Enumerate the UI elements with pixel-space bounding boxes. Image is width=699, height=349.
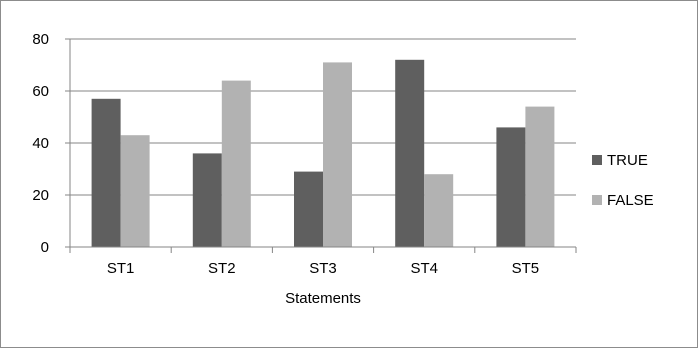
bar-false-st4: [424, 174, 454, 247]
bar-true-st3: [294, 171, 323, 247]
x-tick-label: ST1: [107, 260, 135, 277]
legend-label-true: TRUE: [607, 152, 648, 169]
y-tick-label: 40: [32, 135, 49, 152]
y-tick-label: 20: [32, 187, 49, 204]
bar-true-st4: [395, 59, 425, 247]
x-axis-title: Statements: [285, 290, 361, 307]
bar-false-st3: [323, 62, 352, 248]
bar-false-st2: [221, 80, 251, 247]
bar-false-st5: [525, 106, 555, 247]
x-axis-tick-labels: ST1 ST2 ST3 ST4 ST5: [107, 260, 539, 277]
x-tick-label: ST2: [208, 260, 236, 277]
bar-true-st1: [91, 98, 121, 247]
x-tick-label: ST5: [512, 260, 540, 277]
y-tick-label: 80: [32, 31, 49, 48]
legend-swatch-false: [592, 195, 602, 205]
bar-true-st5: [496, 127, 526, 247]
bars: [91, 59, 555, 248]
legend-label-false: FALSE: [607, 192, 654, 209]
y-tick-label: 0: [41, 239, 49, 256]
bar-false-st1: [120, 135, 150, 247]
legend: TRUE FALSE: [592, 152, 654, 209]
y-axis-tick-labels: 0 20 40 60 80: [32, 31, 49, 256]
x-tick-label: ST3: [309, 260, 337, 277]
y-tick-label: 60: [32, 83, 49, 100]
legend-swatch-true: [592, 155, 602, 165]
x-tick-label: ST4: [410, 260, 438, 277]
bar-true-st2: [192, 153, 222, 247]
axes: [65, 38, 577, 253]
